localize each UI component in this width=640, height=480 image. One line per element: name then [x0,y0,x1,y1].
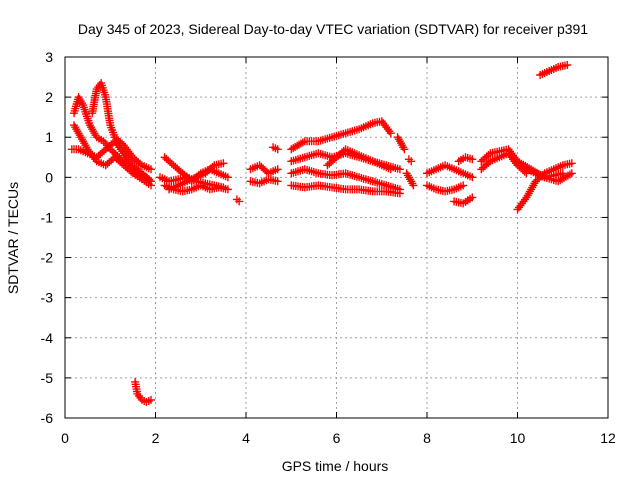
series-track-ac [513,157,576,186]
plus-marker-path [131,377,155,406]
x-axis-label: GPS time / hours [282,458,389,474]
x-tick-label: 4 [242,430,250,446]
plus-marker-path [287,181,404,198]
y-axis-label: SDTVAR / TECUs [5,182,21,294]
x-tick-label: 12 [600,430,616,446]
y-tick-label: 2 [45,89,53,105]
y-tick-label: -5 [41,370,54,386]
plus-marker-path [165,159,228,194]
plus-marker-path [246,161,282,178]
data-markers [67,61,576,406]
plus-marker-path [423,181,468,196]
chart-title: Day 345 of 2023, Sidereal Day-to-day VTE… [78,21,588,37]
plus-marker-path [246,175,282,188]
y-tick-label: 3 [45,49,53,65]
y-tick-label: -6 [41,410,54,426]
series-track-n [287,117,395,154]
plus-marker-path [269,143,282,154]
series-track-s [393,133,409,154]
series-track-w [423,181,468,196]
plus-marker-path [232,195,244,206]
grid [65,57,608,418]
plus-marker-path [536,61,572,79]
x-tick-label: 8 [423,430,431,446]
series-track-j [232,195,244,206]
y-tick-label: -3 [41,290,54,306]
plot-frame [64,56,609,419]
plus-marker-path [423,161,477,182]
series-track-m [269,143,282,154]
plus-marker-path [454,153,477,166]
plus-marker-path [404,155,416,166]
y-tick-label: 1 [45,129,53,145]
series-track-ad [536,61,572,79]
plus-marker-path [513,157,576,186]
series-track-q [287,181,404,198]
series-track-t [402,169,418,190]
series-track-k [246,161,282,178]
x-tick-label: 0 [61,430,69,446]
x-tick-label: 6 [333,430,341,446]
plus-marker-path [450,193,477,208]
series-track-l [246,175,282,188]
plus-marker-path [70,121,155,190]
series-track-y [454,153,477,166]
plus-marker-path [287,117,395,154]
series-track-e [131,377,155,406]
y-tick-label: -1 [41,209,54,225]
y-tick-label: 0 [45,169,53,185]
series-track-v [423,161,477,182]
plus-marker-path [88,79,155,174]
plus-marker-path [402,169,418,190]
series-track-p [287,165,404,194]
x-tick-label: 2 [152,430,160,446]
plus-marker-path [323,145,395,174]
plus-marker-path [287,165,404,194]
x-tick-label: 10 [510,430,526,446]
series-track-i [165,159,228,194]
y-tick-label: -2 [41,250,54,266]
series-track-x [450,193,477,208]
series-track-b [88,79,155,174]
series-track-r [323,145,395,174]
series-track-d [70,121,155,190]
series-track-u [404,155,416,166]
y-tick-label: -4 [41,330,54,346]
plus-marker-path [393,133,409,154]
